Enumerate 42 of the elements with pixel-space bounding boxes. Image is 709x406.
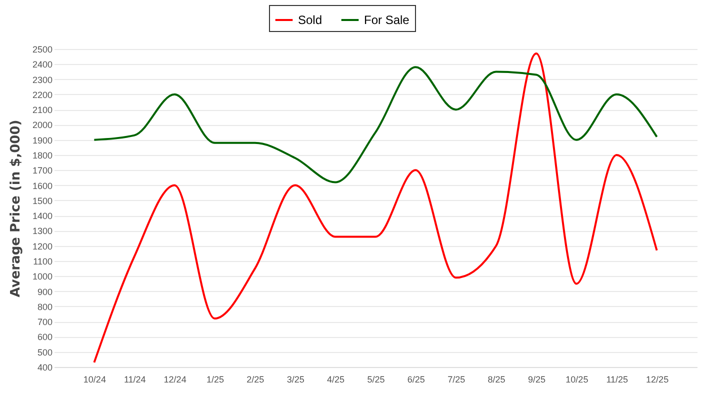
x-tick-label: 12/24	[164, 374, 186, 384]
line-series	[93, 52, 658, 364]
x-tick-label: 7/25	[448, 374, 466, 384]
line-series	[93, 66, 658, 184]
x-tick-label: 5/25	[367, 374, 385, 384]
legend-label: For Sale	[364, 13, 410, 27]
y-tick-label: 2400	[32, 60, 52, 70]
x-tick-label: 10/25	[566, 374, 588, 384]
x-tick-label: 9/25	[528, 374, 546, 384]
y-tick-label: 1800	[32, 150, 52, 160]
y-axis-title: Average Price (in $,000)	[8, 120, 24, 298]
x-tick-label: 8/25	[488, 374, 506, 384]
x-tick-label: 10/24	[83, 374, 106, 384]
y-tick-label: 600	[37, 332, 52, 342]
x-tick-label: 2/25	[246, 374, 264, 384]
y-tick-label: 1700	[32, 166, 52, 176]
y-tick-label: 2500	[32, 44, 52, 54]
y-tick-label: 1100	[33, 256, 52, 266]
y-tick-label: 1000	[32, 272, 52, 282]
y-tick-label: 1200	[32, 241, 52, 252]
legend-label: Sold	[298, 13, 322, 27]
x-tick-label: 1/25	[206, 374, 224, 384]
y-tick-label: 1600	[32, 180, 52, 191]
y-tick-label: 1500	[32, 196, 52, 206]
y-tick-label: 2300	[32, 74, 52, 85]
y-tick-label: 800	[37, 302, 52, 312]
x-tick-label: 4/25	[327, 374, 345, 384]
y-tick-label: 1900	[32, 135, 52, 146]
x-tick-label: 3/25	[286, 374, 304, 384]
y-tick-label: 400	[37, 362, 52, 372]
y-tick-label: 2100	[32, 105, 52, 116]
y-tick-label: 1400	[32, 211, 52, 222]
y-tick-label: 900	[37, 286, 52, 297]
x-tick-label: 12/25	[646, 374, 669, 384]
y-tick-label: 2200	[32, 90, 52, 100]
y-tick-label: 2000	[32, 120, 52, 130]
x-tick-label: 11/24	[124, 374, 146, 384]
y-tick-label: 700	[37, 317, 52, 328]
y-tick-label: 500	[37, 347, 52, 358]
y-tick-label: 1300	[32, 226, 52, 236]
x-tick-label: 6/25	[407, 374, 425, 384]
x-tick-label: 11/25	[606, 374, 628, 384]
